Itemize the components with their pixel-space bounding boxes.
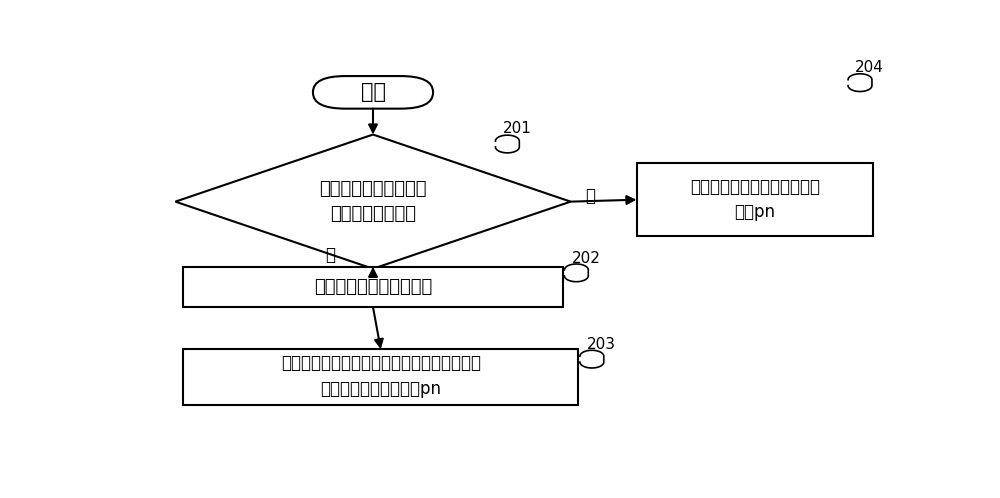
Text: 令的语义完整性的概率pn: 令的语义完整性的概率pn (320, 379, 441, 397)
Text: 提取文字指令的特征向量: 提取文字指令的特征向量 (314, 278, 432, 296)
Text: 开始: 开始 (360, 82, 386, 103)
Bar (183, 349, 578, 405)
Text: 204: 204 (855, 60, 884, 75)
Text: 是: 是 (585, 187, 595, 205)
Bar (183, 267, 563, 307)
Text: 201: 201 (502, 122, 531, 136)
Text: 将特征向量输入语义完整性模型，得到文字指: 将特征向量输入语义完整性模型，得到文字指 (281, 354, 481, 373)
Text: 确定文字指令的语义完整性的: 确定文字指令的语义完整性的 (690, 178, 820, 196)
Text: 否: 否 (325, 247, 335, 264)
Text: 匹配到文字指令？: 匹配到文字指令？ (330, 205, 416, 223)
Text: 203: 203 (587, 337, 616, 352)
Text: 是否在高频句式集合中: 是否在高频句式集合中 (319, 180, 427, 198)
Bar (637, 163, 873, 236)
Text: 202: 202 (571, 250, 600, 265)
Polygon shape (175, 134, 571, 269)
Text: 概率pn: 概率pn (734, 203, 775, 221)
FancyBboxPatch shape (313, 76, 433, 109)
